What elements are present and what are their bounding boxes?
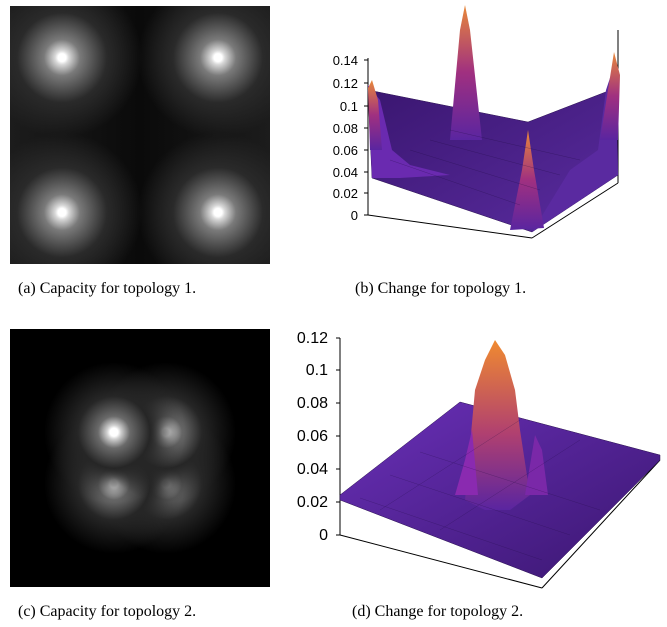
capacity-heatmap-topology-1 bbox=[10, 6, 270, 264]
z-tick-label: 0.04 bbox=[297, 461, 328, 478]
surface-wall-left bbox=[368, 85, 450, 178]
surface-peak bbox=[450, 5, 482, 140]
z-ticks bbox=[364, 59, 368, 216]
caption-a: (a) Capacity for topology 1. bbox=[18, 280, 197, 297]
z-tick-label: 0 bbox=[319, 527, 328, 544]
z-tick-label: 0.06 bbox=[333, 143, 358, 158]
surface-peak bbox=[455, 430, 478, 495]
z-tick-label: 0.06 bbox=[297, 428, 328, 445]
surface-floor bbox=[367, 87, 619, 233]
capacity-heatmap-topology-2 bbox=[10, 329, 270, 587]
z-tick-label: 0 bbox=[351, 208, 358, 223]
caption-c: (c) Capacity for topology 2. bbox=[18, 603, 197, 620]
surface-wall-right bbox=[532, 60, 618, 232]
z-tick-label: 0.02 bbox=[333, 186, 358, 201]
z-tick-label: 0.02 bbox=[297, 494, 328, 511]
z-tick-label: 0.04 bbox=[333, 165, 358, 180]
surface-peak bbox=[368, 80, 382, 150]
surface-peak bbox=[510, 130, 544, 230]
caption-b: (b) Change for topology 1. bbox=[355, 280, 527, 297]
caption-d: (d) Change for topology 2. bbox=[352, 603, 524, 620]
surface-plot-topology-2: 0 0.02 0.04 0.06 0.08 0.1 0.12 bbox=[297, 330, 661, 589]
z-tick-label: 0.14 bbox=[333, 53, 358, 68]
surface-plot-topology-1: 0 0.02 0.04 0.06 0.08 0.1 0.12 0.14 bbox=[333, 5, 620, 239]
surface-peak bbox=[525, 435, 548, 495]
z-tick-label: 0.12 bbox=[297, 330, 328, 347]
z-ticks bbox=[336, 337, 340, 536]
z-tick-label: 0.1 bbox=[306, 362, 328, 379]
z-tick-label: 0.1 bbox=[340, 99, 358, 114]
surface-peak bbox=[465, 340, 530, 510]
z-tick-label: 0.08 bbox=[297, 395, 328, 412]
z-tick-label: 0.08 bbox=[333, 121, 358, 136]
surface-peak bbox=[600, 52, 620, 140]
z-tick-label: 0.12 bbox=[333, 76, 358, 91]
